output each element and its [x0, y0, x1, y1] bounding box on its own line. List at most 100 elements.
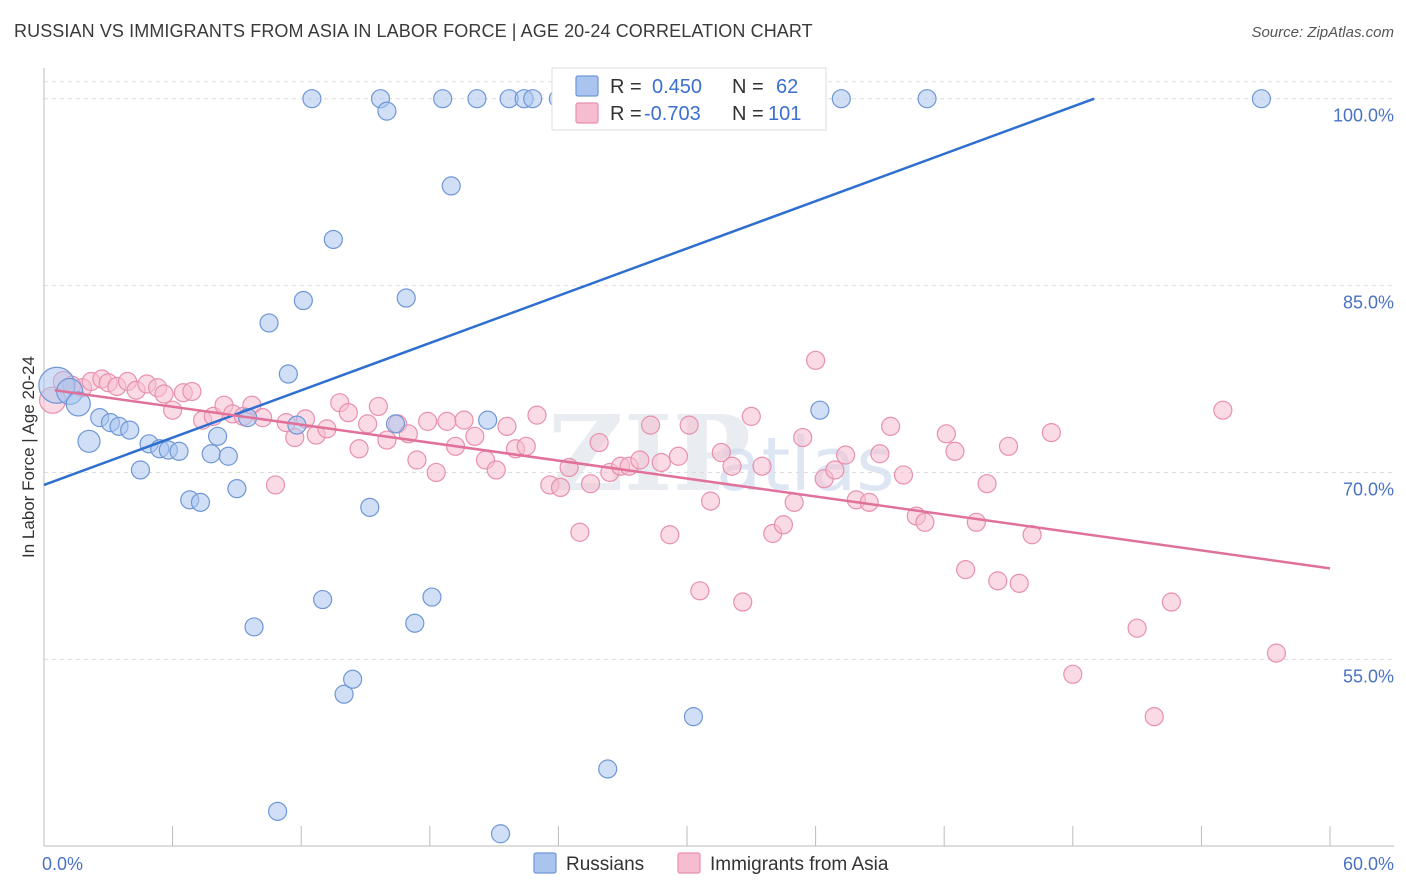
- series-legend-russians-swatch: [533, 852, 557, 874]
- x-tick-label-max: 60.0%: [1343, 854, 1394, 874]
- russian-point: [77, 429, 101, 453]
- asia-point: [1041, 422, 1061, 443]
- y-tick-label: 100.0%: [1333, 106, 1394, 126]
- asia-point: [988, 571, 1008, 591]
- asia-point: [407, 450, 427, 470]
- asia-point: [945, 441, 965, 461]
- russian-point: [467, 89, 487, 109]
- russian-point: [169, 441, 189, 461]
- asia-point: [163, 400, 183, 420]
- russian-point: [268, 801, 288, 821]
- asia-trend-line: [54, 388, 1331, 570]
- asia-point: [1213, 400, 1233, 420]
- asia-point: [722, 456, 742, 476]
- legend-russians-n-label: N =: [732, 76, 764, 98]
- asia-point: [711, 442, 731, 463]
- asia-point: [825, 460, 845, 480]
- asia-point: [368, 396, 388, 417]
- asia-point: [690, 581, 710, 601]
- legend-russians-r-value: 0.450: [652, 76, 702, 98]
- asia-point: [154, 384, 174, 404]
- source-credit: Source: ZipAtlas.com: [1251, 24, 1394, 41]
- y-axis-label: In Labor Force | Age 20-24: [19, 356, 38, 558]
- chart-title: RUSSIAN VS IMMIGRANTS FROM ASIA IN LABOR…: [14, 21, 813, 41]
- asia-point: [668, 446, 689, 466]
- asia-point: [1063, 664, 1083, 684]
- asia-point: [182, 381, 202, 402]
- x-tick-label-min: 0.0%: [42, 854, 83, 874]
- asia-point: [915, 512, 935, 532]
- asia-point: [773, 515, 794, 535]
- russian-point: [683, 707, 704, 727]
- asia-point: [550, 477, 571, 498]
- asia-point: [580, 474, 601, 494]
- russian-point: [278, 364, 298, 384]
- russian-point: [598, 759, 618, 779]
- asia-point: [793, 427, 813, 448]
- asia-point: [570, 522, 590, 542]
- russian-point: [293, 290, 313, 311]
- asia-point: [936, 424, 956, 444]
- legend-asia-n-value: 101: [768, 103, 801, 125]
- asia-point: [651, 452, 671, 473]
- russian-point: [377, 101, 397, 121]
- asia-point: [516, 436, 536, 456]
- legend-asia-r-label: R =: [610, 103, 642, 125]
- asia-point: [1009, 573, 1029, 593]
- russian-point: [65, 391, 91, 417]
- legend-russians-n-value: 62: [776, 76, 798, 98]
- legend-asia-r-value: -0.703: [644, 103, 701, 125]
- asia-point: [377, 430, 397, 450]
- russian-point: [130, 460, 151, 480]
- asia-point: [437, 411, 457, 431]
- russian-point: [441, 176, 461, 196]
- russian-point: [396, 288, 416, 308]
- y-tick-label: 85.0%: [1343, 293, 1394, 313]
- asia-point: [700, 491, 721, 511]
- asia-point: [358, 414, 378, 434]
- asia-point: [454, 410, 474, 430]
- asia-point: [418, 411, 438, 431]
- russian-point: [190, 492, 211, 512]
- russian-point: [259, 313, 279, 333]
- russian-point: [917, 89, 937, 109]
- asia-point: [733, 592, 753, 612]
- russian-point: [405, 613, 425, 633]
- series-legend-asia-label: Immigrants from Asia: [710, 854, 889, 875]
- asia-point: [836, 445, 856, 465]
- asia-point: [893, 465, 914, 485]
- asia-points: [38, 350, 1287, 727]
- series-legend: Russians Immigrants from Asia: [533, 852, 889, 875]
- asia-point: [1161, 592, 1181, 612]
- legend-russians-swatch: [575, 75, 599, 97]
- asia-point: [1266, 643, 1287, 663]
- asia-point: [527, 405, 547, 425]
- russian-point: [422, 587, 442, 607]
- asia-point: [497, 416, 517, 436]
- asia-point: [426, 462, 446, 483]
- russian-point: [208, 426, 228, 446]
- russian-point: [1251, 89, 1272, 109]
- russian-point: [201, 444, 221, 464]
- russian-point: [313, 589, 333, 610]
- asia-point: [1127, 618, 1147, 638]
- russian-point: [302, 89, 322, 109]
- asia-point: [486, 460, 506, 480]
- series-legend-asia-swatch: [677, 852, 701, 874]
- asia-point: [784, 492, 804, 512]
- russian-point: [244, 617, 264, 637]
- y-tick-label: 70.0%: [1343, 479, 1394, 499]
- legend-asia-swatch: [575, 102, 599, 124]
- y-axis-tick-labels: 100.0% 85.0% 70.0% 55.0%: [1333, 106, 1394, 687]
- asia-point: [465, 426, 485, 446]
- russian-point: [523, 89, 543, 109]
- asia-point: [805, 350, 826, 370]
- x-axis-ticks: [172, 826, 1331, 846]
- asia-point: [741, 406, 761, 426]
- series-legend-russians-label: Russians: [566, 854, 644, 875]
- asia-point: [752, 456, 772, 476]
- russian-point: [360, 497, 380, 517]
- russian-point: [323, 229, 343, 250]
- stats-legend: R = 0.450 N = 62 R = -0.703 N = 101: [551, 67, 827, 131]
- russian-point: [831, 89, 851, 109]
